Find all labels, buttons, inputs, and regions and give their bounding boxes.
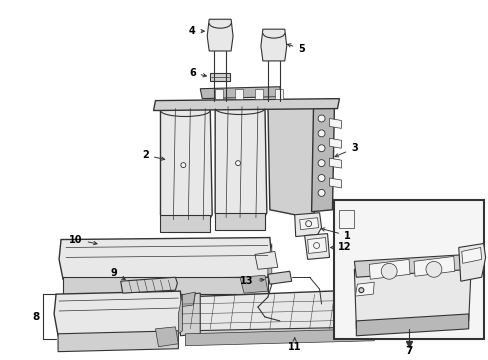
Circle shape <box>235 161 240 166</box>
Polygon shape <box>329 118 341 129</box>
Polygon shape <box>215 213 264 230</box>
Polygon shape <box>307 238 326 253</box>
Text: 10: 10 <box>69 234 97 245</box>
Polygon shape <box>461 247 481 264</box>
Polygon shape <box>160 215 210 231</box>
Polygon shape <box>355 282 373 296</box>
Text: 8: 8 <box>33 312 40 322</box>
Polygon shape <box>215 104 266 220</box>
Polygon shape <box>329 178 341 188</box>
Polygon shape <box>261 29 286 61</box>
Polygon shape <box>121 277 177 293</box>
Polygon shape <box>254 89 263 99</box>
Polygon shape <box>354 261 470 329</box>
Circle shape <box>317 145 325 152</box>
Bar <box>334 200 483 339</box>
Text: 11: 11 <box>287 338 301 352</box>
Text: 7: 7 <box>405 346 412 356</box>
Polygon shape <box>329 158 341 168</box>
Polygon shape <box>413 256 454 276</box>
Polygon shape <box>207 19 233 51</box>
Polygon shape <box>58 331 178 352</box>
Text: 5: 5 <box>287 44 305 54</box>
Text: 2: 2 <box>142 150 164 160</box>
Polygon shape <box>235 89 243 99</box>
Circle shape <box>317 159 325 167</box>
Text: 9: 9 <box>110 268 125 279</box>
Polygon shape <box>200 87 281 99</box>
Circle shape <box>313 243 319 248</box>
Text: 13: 13 <box>240 276 264 286</box>
Polygon shape <box>63 277 267 294</box>
Polygon shape <box>339 210 354 228</box>
Polygon shape <box>311 100 334 212</box>
Polygon shape <box>59 238 271 279</box>
Polygon shape <box>54 291 182 336</box>
Circle shape <box>317 175 325 181</box>
Polygon shape <box>376 307 398 321</box>
Text: 6: 6 <box>188 68 206 78</box>
Circle shape <box>181 163 185 168</box>
Polygon shape <box>299 218 318 230</box>
Polygon shape <box>240 275 267 293</box>
Polygon shape <box>274 89 282 99</box>
Polygon shape <box>185 329 373 346</box>
Polygon shape <box>458 243 485 281</box>
Polygon shape <box>364 287 398 329</box>
Polygon shape <box>267 100 316 218</box>
Polygon shape <box>185 327 379 341</box>
Polygon shape <box>160 105 212 222</box>
Circle shape <box>317 130 325 137</box>
Circle shape <box>317 115 325 122</box>
Polygon shape <box>178 294 182 334</box>
Circle shape <box>317 189 325 196</box>
Polygon shape <box>180 293 200 336</box>
Circle shape <box>305 221 311 227</box>
Circle shape <box>381 264 396 279</box>
Polygon shape <box>153 99 339 111</box>
Polygon shape <box>294 213 321 237</box>
Text: 4: 4 <box>188 26 204 36</box>
Circle shape <box>358 288 363 293</box>
Polygon shape <box>254 251 277 269</box>
Polygon shape <box>155 327 178 347</box>
Polygon shape <box>354 255 470 277</box>
Circle shape <box>425 261 441 277</box>
Polygon shape <box>267 243 271 277</box>
Polygon shape <box>329 138 341 148</box>
Polygon shape <box>368 260 409 279</box>
Text: 12: 12 <box>330 243 350 252</box>
Text: 1: 1 <box>321 228 350 240</box>
Polygon shape <box>178 292 195 307</box>
Polygon shape <box>210 73 230 81</box>
Polygon shape <box>180 289 384 334</box>
Polygon shape <box>304 234 329 260</box>
Text: 3: 3 <box>334 143 357 157</box>
Polygon shape <box>215 89 223 99</box>
Polygon shape <box>356 314 468 336</box>
Polygon shape <box>267 271 291 284</box>
